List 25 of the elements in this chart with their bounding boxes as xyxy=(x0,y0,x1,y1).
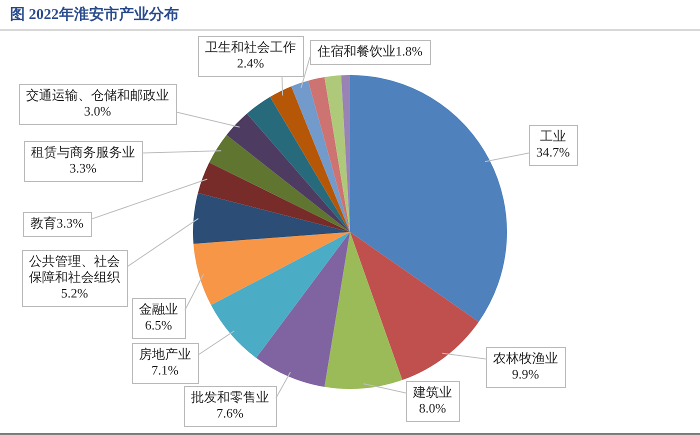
chart-title: 图 2022年淮安市产业分布 xyxy=(10,5,179,24)
slice-label: 建筑业 xyxy=(412,384,452,400)
slice-label: 教育 xyxy=(30,215,56,230)
slice-label: 住宿和餐饮业 xyxy=(316,43,396,58)
slice-label: 工业 xyxy=(540,128,566,144)
slice-label: 房地产业 xyxy=(139,346,191,362)
data-label: 8.0% xyxy=(418,400,446,416)
slice-label: 金融业 xyxy=(139,301,178,316)
data-label: 9.9% xyxy=(512,366,540,382)
data-label: 3.0% xyxy=(84,103,112,118)
data-label: 3.3% xyxy=(69,160,97,176)
data-label: 6.5% xyxy=(144,317,172,332)
slice-label: 公共管理、社会保障和社会组织 xyxy=(29,253,120,284)
slice-label: 批发和零售业 xyxy=(191,389,269,404)
data-label: 7.1% xyxy=(151,362,179,378)
data-label: 34.7% xyxy=(536,144,570,160)
slice-label: 卫生和社会工作 xyxy=(205,39,296,54)
slice-label: 租赁与商务服务业 xyxy=(31,144,135,160)
data-label: 5.2% xyxy=(60,285,88,300)
slice-label: 交通运输、仓储和邮政业 xyxy=(26,87,169,102)
data-label: 1.8% xyxy=(395,43,423,58)
data-label: 2.4% xyxy=(236,55,264,70)
slice-label: 农林牧渔业 xyxy=(493,350,558,366)
data-label: 3.3% xyxy=(56,215,84,230)
data-label: 7.6% xyxy=(216,405,244,420)
